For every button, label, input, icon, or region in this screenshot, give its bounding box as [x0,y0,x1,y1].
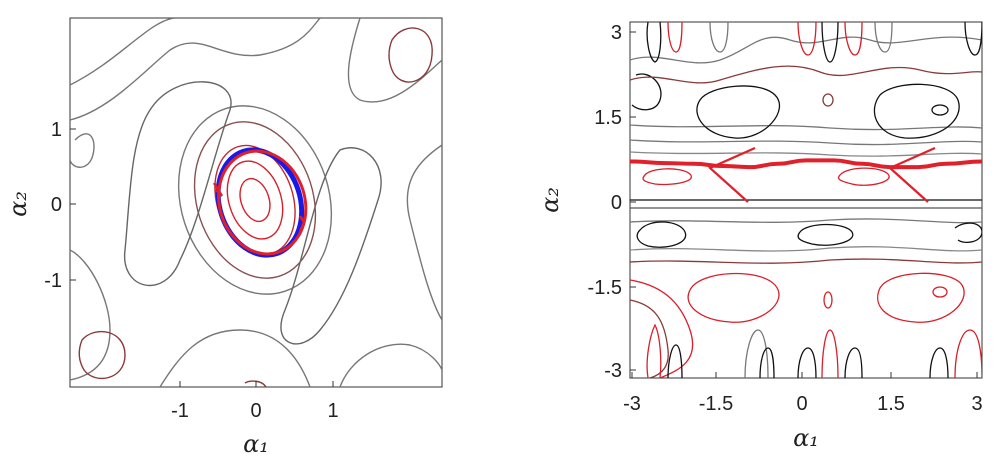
left-ytick-label: 0 [51,194,62,216]
right-band-line [630,151,982,157]
right-column [821,329,839,378]
left-plot: -1 0 1 1 0 -1 α₁ α₂ [4,17,443,458]
right-xtick-label: -3 [623,393,641,415]
left-small-loop-1 [70,133,95,168]
right-loop-red [642,168,693,186]
right-loop-red [687,272,780,323]
left-wave-2 [70,18,321,121]
right-column [964,22,982,56]
left-corner-loop-tr [388,27,433,83]
left-yaxis-label: α₂ [4,191,32,217]
right-column [646,323,662,378]
left-contour-4 [226,160,284,240]
left-wave-4 [406,144,442,321]
left-wave-5 [70,249,111,381]
left-xaxis-label: α₁ [243,430,269,458]
right-xtick-label: 0 [796,393,807,415]
right-column [954,329,982,378]
right-wave [630,279,694,378]
right-wave [630,36,982,64]
left-orbit-red [217,149,308,256]
right-plot: -3 -1.5 0 1.5 3 3 1.5 0 -1.5 -3 α₁ α₂ [536,21,983,452]
right-arrowhead [707,146,756,203]
right-column [709,22,729,53]
right-band-line [630,139,982,146]
left-wave-6 [159,329,311,387]
right-trajectory-line [630,158,982,170]
right-contours [630,22,982,378]
right-loop-lower-right [954,222,982,243]
left-orbits [212,147,308,258]
right-ytick-label: 0 [611,192,622,214]
left-contour-5 [239,177,271,223]
left-wave-7 [339,343,442,387]
right-loop-upper-left [696,85,781,139]
right-loop-lower-left [636,221,687,248]
right-column [744,329,769,378]
right-band-line [630,124,982,131]
right-ytick-label: 1.5 [594,107,622,129]
right-ticks [630,31,978,378]
right-ytick-label: -1.5 [588,277,622,299]
right-loop-upper-right [873,83,960,139]
right-small-loop [932,286,948,298]
right-ytick-label: -3 [604,360,622,382]
left-plot-frame [69,17,443,388]
right-column [646,22,662,63]
right-column [667,22,683,53]
left-contour-2 [193,121,317,279]
right-column [797,347,817,378]
left-orbit-arrow [298,215,306,233]
right-arrows [707,146,936,203]
left-wave-1 [70,18,176,86]
right-band-line [630,258,982,264]
right-ytick-label: 3 [611,22,622,44]
right-xtick-label: 3 [971,393,982,415]
right-small-loop [823,291,833,309]
right-column [874,22,893,53]
left-ytick-label: -1 [44,270,62,292]
right-loop-lower-mid [797,223,854,246]
left-ticks [70,128,334,387]
right-column [759,347,775,378]
right-column [844,347,863,378]
left-contours [70,18,442,387]
right-xtick-label: 1.5 [877,393,905,415]
right-band-line [630,246,982,252]
right-xaxis-label: α₁ [793,424,819,452]
right-loop-red [877,272,965,323]
right-loop-upper-edge [631,73,662,111]
right-column [797,22,817,56]
right-band-line [630,218,982,224]
right-column [667,344,683,378]
right-trajectory [630,158,982,170]
left-ytick-label: 1 [51,119,62,141]
right-wave [630,65,982,84]
left-xtick-label: 0 [250,400,261,422]
right-column [821,22,839,63]
right-small-loop [822,93,834,107]
right-xtick-label: -1.5 [699,393,733,415]
right-loop-red [837,167,890,186]
right-column [929,347,949,378]
right-column [844,22,863,56]
right-yaxis-label: α₂ [536,187,564,213]
left-corner-loop-bl [78,330,126,380]
right-small-loop [931,104,949,116]
left-lobe-left [124,81,232,287]
right-arrowhead [887,146,936,203]
left-xtick-label: 1 [327,400,338,422]
left-xtick-label: -1 [171,400,189,422]
left-lobe-right [280,147,382,345]
left-orbit-arrow [212,182,224,197]
right-wave [630,299,669,378]
